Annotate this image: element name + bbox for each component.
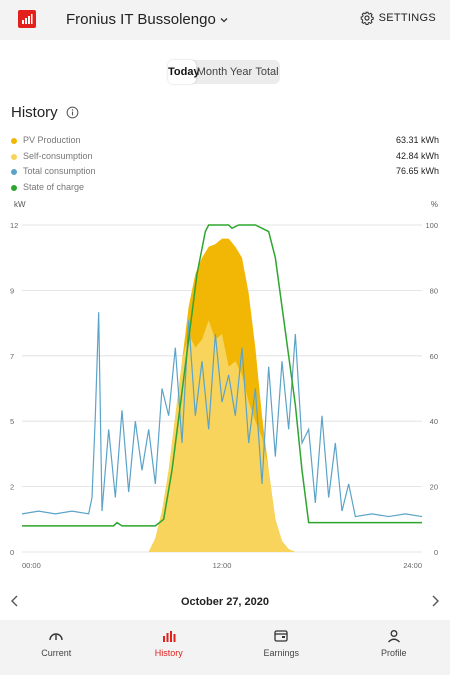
- legend-row-state-of-charge: State of charge: [11, 181, 439, 197]
- nav-label: History: [154, 648, 183, 658]
- left-tick-label: 9: [10, 286, 14, 295]
- nav-label: Earnings: [263, 648, 300, 658]
- chevron-down-icon: [220, 17, 228, 22]
- legend-value: 42.84 kWh: [395, 150, 439, 161]
- tab-today[interactable]: Today: [168, 60, 200, 84]
- right-tick-label: 80: [430, 286, 438, 295]
- total-consumption-dot: [11, 169, 17, 175]
- station-name: Fronius IT Bussolengo: [66, 11, 216, 28]
- right-tick-label: 40: [430, 417, 438, 426]
- date-navigation: October 27, 2020: [0, 592, 450, 612]
- fronius-logo: [18, 10, 36, 28]
- legend-value: 76.65 kWh: [395, 166, 439, 176]
- nav-profile[interactable]: Profile: [338, 620, 450, 675]
- left-tick-label: 0: [10, 548, 14, 557]
- total-consumption-line: [21, 312, 423, 518]
- chart-legend: PV Production 63.31 kWh Self-consumption…: [11, 134, 439, 196]
- settings-button[interactable]: SETTINGS: [360, 11, 436, 25]
- chevron-right-icon[interactable]: [428, 594, 442, 608]
- right-tick-label: 100: [425, 221, 438, 230]
- history-title: History: [11, 104, 58, 121]
- legend-label: Total consumption: [23, 166, 96, 176]
- settings-label: SETTINGS: [378, 12, 436, 24]
- top-bar: Fronius IT Bussolengo SETTINGS: [0, 0, 450, 40]
- legend-row-self-consumption: Self-consumption 42.84 kWh: [11, 150, 439, 166]
- right-tick-label: 20: [430, 483, 438, 492]
- left-tick-label: 2: [10, 483, 14, 492]
- gear-icon: [360, 11, 374, 25]
- gauge-icon: [49, 633, 63, 641]
- left-tick-label: 5: [10, 417, 14, 426]
- x-tick-label: 00:00: [22, 561, 41, 570]
- nav-label: Profile: [380, 648, 407, 658]
- state-of-charge-line: [22, 224, 422, 527]
- left-axis-unit: kW: [14, 200, 26, 209]
- info-icon[interactable]: [66, 106, 79, 119]
- wallet-icon: [274, 630, 288, 642]
- self-consumption-dot: [11, 153, 17, 160]
- legend-row-pv-production: PV Production 63.31 kWh: [11, 134, 439, 150]
- nav-current[interactable]: Current: [0, 620, 113, 675]
- legend-label: State of charge: [23, 181, 85, 192]
- history-chart[interactable]: kW % 12 100 9 80 7 60 5 40 2 20 0 0 00:00 12:00 24:00: [0, 195, 450, 580]
- nav-earnings[interactable]: Earnings: [225, 620, 338, 675]
- legend-label: Self-consumption: [23, 150, 93, 161]
- chevron-left-icon[interactable]: [8, 594, 22, 608]
- legend-value: 63.31 kWh: [395, 135, 439, 145]
- bar-chart-icon: [162, 631, 175, 642]
- legend-row-total-consumption: Total consumption 76.65 kWh: [11, 165, 439, 181]
- right-tick-label: 0: [434, 548, 438, 557]
- right-tick-label: 60: [430, 352, 438, 361]
- nav-history[interactable]: History: [113, 620, 226, 675]
- x-tick-label: 12:00: [213, 561, 232, 570]
- profile-icon: [387, 630, 400, 643]
- station-selector[interactable]: Fronius IT Bussolengo: [66, 11, 229, 28]
- right-axis-unit: %: [431, 200, 438, 209]
- bottom-navigation: Current History Earnings Profile: [0, 620, 450, 675]
- tab-year[interactable]: Year: [229, 66, 253, 78]
- pv-production-dot: [11, 138, 17, 144]
- legend-label: PV Production: [23, 135, 81, 145]
- tab-total[interactable]: Total: [255, 66, 279, 78]
- left-tick-label: 7: [10, 352, 14, 361]
- nav-label: Current: [41, 648, 72, 658]
- period-tabs: Today Month Year Total: [168, 60, 280, 84]
- tab-month[interactable]: Month: [196, 66, 228, 78]
- state-of-charge-dot: [11, 184, 17, 191]
- left-tick-label: 12: [10, 221, 18, 230]
- date-label: October 27, 2020: [180, 596, 270, 608]
- x-tick-label: 24:00: [403, 561, 422, 570]
